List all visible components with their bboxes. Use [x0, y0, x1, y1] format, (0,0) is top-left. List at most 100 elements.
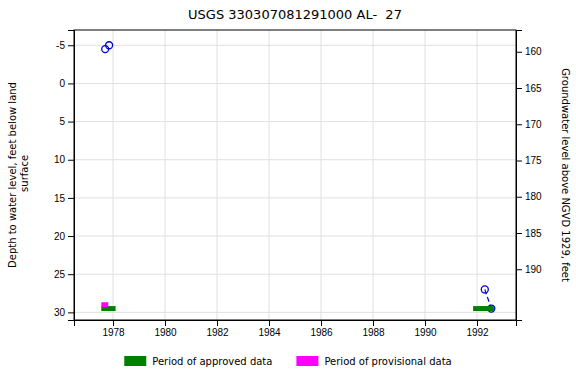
y2-axis: 160 165 170 175 180 185 190	[516, 31, 542, 321]
tick-mark	[68, 122, 74, 123]
tick: 10	[54, 154, 74, 165]
tick: 5	[59, 116, 74, 127]
tick-mark	[516, 52, 522, 53]
legend-item: Period of approved data	[124, 356, 272, 367]
grid-line	[477, 30, 478, 320]
tick-label: 1990	[414, 327, 437, 338]
legend-label: Period of approved data	[152, 356, 272, 367]
grid-line	[74, 274, 516, 275]
y-axis-title-line: Depth to water level, feet below land	[7, 82, 18, 268]
tick-mark	[516, 269, 522, 270]
tick-mark	[165, 320, 166, 326]
point	[106, 42, 113, 49]
tick-label: 1984	[258, 327, 281, 338]
tick-label: 160	[525, 46, 542, 57]
tick: 1978	[102, 320, 125, 338]
point	[481, 286, 488, 293]
axis-line	[68, 31, 75, 321]
tick: 190	[516, 264, 542, 275]
legend-swatch	[296, 356, 318, 366]
grid-line	[373, 30, 374, 320]
tick-mark	[269, 320, 270, 326]
tick: 160	[516, 46, 542, 57]
legend: Period of approved data Period of provisi…	[124, 356, 451, 367]
tick-label: 1988	[362, 327, 385, 338]
legend-swatch	[124, 356, 146, 366]
axis-line	[75, 321, 517, 327]
tick-mark	[68, 312, 74, 313]
period-bar	[473, 306, 494, 311]
grid	[74, 30, 516, 320]
grid-line	[113, 30, 114, 320]
tick-mark	[68, 236, 74, 237]
tick: 185	[516, 228, 542, 239]
tick-mark	[321, 320, 322, 326]
tick-label: 1978	[102, 327, 125, 338]
y-axis: -5 0 5 10 15 20 25 30	[54, 31, 75, 321]
y2-axis-title: Groundwater level above NGVD 1929, feet	[560, 68, 571, 282]
tick-label: 0	[59, 78, 65, 89]
tick-label: 1980	[154, 327, 177, 338]
tick: 15	[54, 193, 74, 204]
plot-frame	[74, 30, 516, 320]
tick-mark	[113, 320, 114, 326]
tick-label: 30	[54, 307, 66, 318]
tick: 1980	[154, 320, 177, 338]
tick-label: 165	[525, 83, 542, 94]
y-axis-title-line: surface	[19, 155, 30, 195]
tick: 1990	[414, 320, 437, 338]
marks	[101, 42, 495, 312]
title: USGS 330307081291000 AL- 27	[188, 7, 402, 22]
grid-line	[74, 312, 516, 313]
tick-label: 170	[525, 119, 542, 130]
tick-label: 10	[54, 154, 66, 165]
tick: 1986	[310, 320, 333, 338]
tick-label: -5	[56, 40, 65, 51]
tick-label: 1986	[310, 327, 333, 338]
tick-mark	[516, 124, 522, 125]
tick-label: 1992	[466, 327, 489, 338]
tick-mark	[516, 88, 522, 89]
tick-mark	[516, 161, 522, 162]
tick: 1984	[258, 320, 281, 338]
tick-mark	[516, 233, 522, 234]
grid-line	[74, 236, 516, 237]
tick: 20	[54, 231, 74, 242]
x-axis: 1978 1980 1982 1984 1986 1988 1990 1992	[75, 320, 517, 338]
tick: 1982	[206, 320, 229, 338]
tick-label: 185	[525, 228, 542, 239]
tick-label: 5	[59, 116, 65, 127]
tick-label: 180	[525, 191, 542, 202]
tick: -5	[56, 40, 74, 51]
grid-line	[217, 30, 218, 320]
tick-mark	[373, 320, 374, 326]
grid-line	[165, 30, 166, 320]
plot: 1978 1980 1982 1984 1986 1988 1990 1992 -5 0 5 10 15…	[54, 30, 542, 338]
tick: 1988	[362, 320, 385, 338]
tick-mark	[425, 320, 426, 326]
grid-line	[74, 121, 516, 122]
tick-mark	[68, 198, 74, 199]
period-bar	[101, 302, 108, 307]
tick-mark	[68, 83, 74, 84]
legend-label: Period of provisional data	[324, 356, 451, 367]
tick: 180	[516, 191, 542, 202]
tick: 1992	[466, 320, 489, 338]
tick-label: 1982	[206, 327, 229, 338]
chart: 1978 1980 1982 1984 1986 1988 1990 1992 -5 0 5 10 15…	[0, 0, 576, 384]
tick-mark	[477, 320, 478, 326]
tick-label: 175	[525, 155, 542, 166]
grid-line	[425, 30, 426, 320]
y-axis-title: Depth to water level, feet below land su…	[7, 82, 30, 268]
grid-line	[74, 83, 516, 84]
tick: 25	[54, 269, 74, 280]
tick: 165	[516, 83, 542, 94]
tick: 170	[516, 119, 542, 130]
grid-line	[74, 45, 516, 46]
tick-mark	[68, 274, 74, 275]
line	[485, 289, 492, 308]
grid-line	[74, 197, 516, 198]
tick-mark	[516, 197, 522, 198]
tick-label: 15	[54, 193, 66, 204]
tick: 30	[54, 307, 74, 318]
